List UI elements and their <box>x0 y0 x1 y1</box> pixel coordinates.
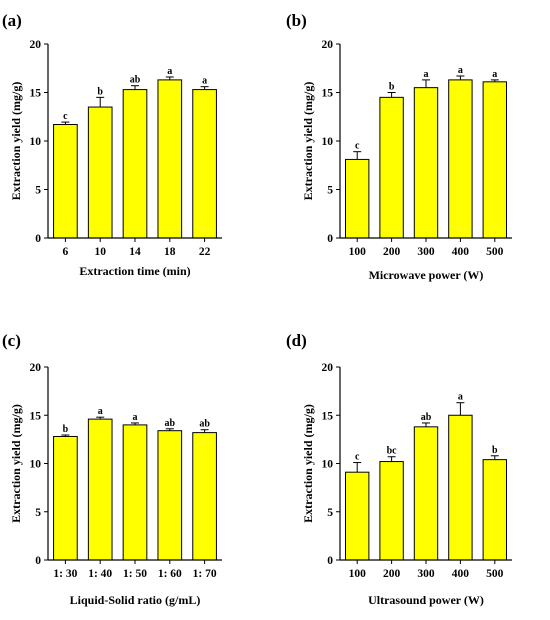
y-tick-label: 20 <box>30 362 42 374</box>
bar <box>87 418 113 561</box>
significance-label: ab <box>165 418 176 429</box>
y-tick-label: 20 <box>30 39 42 51</box>
y-tick-label: 5 <box>35 185 41 197</box>
significance-label: a <box>458 65 463 76</box>
bar <box>192 432 217 561</box>
y-axis-title: Extraction yield (mg/g) <box>301 82 315 201</box>
bar <box>157 79 183 239</box>
significance-label: b <box>389 82 395 93</box>
bar <box>448 414 473 561</box>
bar <box>413 426 439 561</box>
x-tick-label: 100 <box>349 246 367 258</box>
significance-label: b <box>492 445 498 456</box>
significance-label: a <box>492 69 497 80</box>
y-axis-title: Extraction yield (mg/g) <box>9 82 23 201</box>
significance-label: ab <box>421 412 432 423</box>
chart-panel-3: (c) b 1: 30 a 1: 40 a 1: 50 ab 1: 60 ab 1: 70 0 5 10 1… <box>2 331 222 607</box>
x-tick-label: 1: 60 <box>158 568 182 580</box>
x-tick-label: 300 <box>417 246 435 258</box>
x-tick-label: 1: 50 <box>123 568 147 580</box>
x-tick-label: 22 <box>199 246 211 258</box>
bar <box>482 459 507 561</box>
significance-label: ab <box>130 75 141 86</box>
y-tick-label: 10 <box>322 459 334 471</box>
y-tick-label: 15 <box>30 410 42 422</box>
x-tick-label: 18 <box>164 246 176 258</box>
x-tick-label: 14 <box>129 246 141 258</box>
bar <box>379 96 404 239</box>
bar <box>122 89 148 239</box>
bar <box>122 424 148 561</box>
significance-label: b <box>97 86 103 97</box>
y-tick-label: 0 <box>35 555 41 567</box>
x-tick-label: 100 <box>349 568 367 580</box>
y-tick-label: 15 <box>322 88 334 100</box>
bar <box>413 87 439 239</box>
bar <box>448 79 473 239</box>
y-tick-label: 5 <box>327 507 333 519</box>
significance-label: a <box>458 392 463 403</box>
x-tick-label: 200 <box>383 246 401 258</box>
y-tick-label: 20 <box>322 39 334 51</box>
bar <box>87 106 113 239</box>
bar <box>379 461 404 561</box>
bar <box>482 81 507 239</box>
x-axis-title: Ultrasound power (W) <box>368 593 484 607</box>
chart-panel-1: (a) c 6 b 10 ab 14 a 18 a 22 0 5 10 15 20 Extraction tim… <box>2 11 222 278</box>
significance-label: a <box>167 66 172 77</box>
x-tick-label: 1: 30 <box>53 568 77 580</box>
significance-label: a <box>424 69 429 80</box>
significance-label: a <box>133 412 138 423</box>
x-axis-title: Liquid-Solid ratio (g/mL) <box>70 593 201 607</box>
bar <box>345 158 370 239</box>
x-tick-label: 500 <box>486 568 504 580</box>
significance-label: c <box>63 111 68 122</box>
x-tick-label: 1: 70 <box>193 568 217 580</box>
y-tick-label: 15 <box>322 410 334 422</box>
x-tick-label: 400 <box>452 246 470 258</box>
significance-label: a <box>202 76 207 87</box>
x-axis-title: Microwave power (W) <box>369 268 484 282</box>
bar <box>345 471 370 561</box>
y-tick-label: 0 <box>327 555 333 567</box>
bar <box>192 89 217 239</box>
y-tick-label: 15 <box>30 88 42 100</box>
x-tick-label: 500 <box>486 246 504 258</box>
x-tick-label: 400 <box>452 568 470 580</box>
y-axis-title: Extraction yield (mg/g) <box>9 404 23 523</box>
y-tick-label: 0 <box>327 233 333 245</box>
y-tick-label: 10 <box>30 459 42 471</box>
panel-label: (d) <box>286 331 307 350</box>
y-tick-label: 10 <box>30 136 42 148</box>
x-axis-title: Extraction time (min) <box>79 264 190 278</box>
chart-panel-2: (b) c 100 b 200 a 300 a 400 a 500 0 5 10 15 20 Microwave… <box>286 11 512 282</box>
significance-label: c <box>355 141 360 152</box>
y-tick-label: 20 <box>322 362 334 374</box>
bar <box>157 430 183 561</box>
significance-label: a <box>98 406 103 417</box>
y-tick-label: 5 <box>35 507 41 519</box>
x-tick-label: 300 <box>417 568 435 580</box>
x-tick-label: 10 <box>94 246 106 258</box>
y-tick-label: 5 <box>327 185 333 197</box>
panel-label: (b) <box>286 11 307 30</box>
bar <box>53 124 78 239</box>
chart-panel-4: (d) c 100 bc 200 ab 300 a 400 b 500 0 5 10 15 20 Ultraso… <box>286 331 512 607</box>
bar <box>53 435 78 561</box>
x-tick-label: 6 <box>63 246 69 258</box>
y-tick-label: 0 <box>35 233 41 245</box>
significance-label: c <box>355 452 360 463</box>
significance-label: b <box>63 424 69 435</box>
x-tick-label: 200 <box>383 568 401 580</box>
x-tick-label: 1: 40 <box>88 568 112 580</box>
y-axis-title: Extraction yield (mg/g) <box>301 404 315 523</box>
significance-label: bc <box>387 446 398 457</box>
panel-label: (a) <box>2 11 22 30</box>
y-tick-label: 10 <box>322 136 334 148</box>
panel-label: (c) <box>2 331 21 350</box>
significance-label: ab <box>199 419 210 430</box>
